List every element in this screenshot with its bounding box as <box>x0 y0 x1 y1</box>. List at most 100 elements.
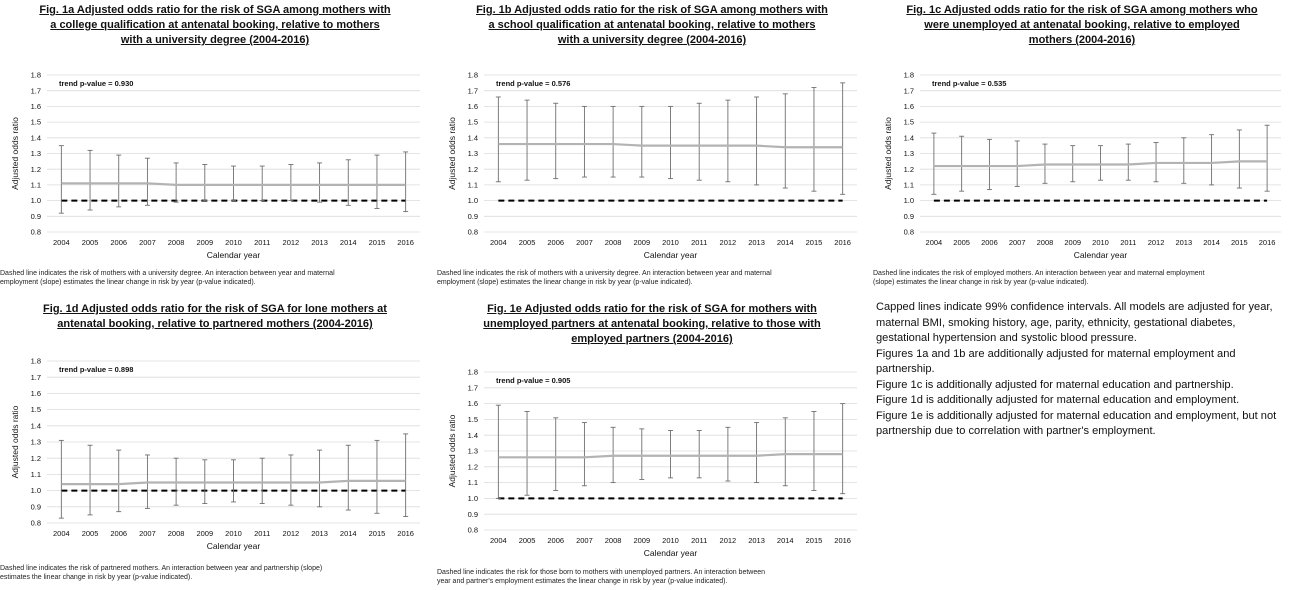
y-axis-label: Adjusted odds ratio <box>10 405 20 478</box>
figure-1c-footnote-line: Dashed line indicates the risk of employ… <box>873 270 1205 277</box>
trend-pvalue-annotation: trend p-value = 0.898 <box>59 365 133 374</box>
y-tick-label: 1.8 <box>904 71 914 80</box>
x-tick-label: 2014 <box>340 238 357 247</box>
x-tick-label: 2013 <box>311 238 328 247</box>
figure-1e-footnote-line: year and partner's employment estimates … <box>437 578 728 585</box>
figure-1a-footnote-line: employment (slope) estimates the linear … <box>0 279 256 286</box>
x-tick-label: 2012 <box>283 238 300 247</box>
x-tick-label: 2013 <box>311 529 328 538</box>
figure-1a-footnote-line: Dashed line indicates the risk of mother… <box>0 270 335 277</box>
figure-1b-title: Fig. 1b Adjusted odds ratio for the risk… <box>437 3 867 48</box>
x-tick-label: 2010 <box>225 529 242 538</box>
x-axis-label: Calendar year <box>644 250 698 260</box>
general-note-line: Capped lines indicate 99% confidence int… <box>876 301 1273 313</box>
x-tick-label: 2007 <box>139 238 156 247</box>
x-tick-label: 2009 <box>1064 238 1081 247</box>
x-tick-label: 2014 <box>777 536 794 545</box>
y-tick-label: 1.1 <box>468 478 478 487</box>
x-tick-label: 2007 <box>139 529 156 538</box>
x-tick-label: 2016 <box>834 536 851 545</box>
general-note-line: partnership. <box>876 363 935 375</box>
y-tick-label: 0.8 <box>904 228 914 237</box>
y-tick-label: 1.6 <box>468 399 478 408</box>
figure-1b-title-line: Fig. 1b Adjusted odds ratio for the risk… <box>476 4 828 16</box>
figure-1d-panel: Fig. 1d Adjusted odds ratio for the risk… <box>0 302 430 590</box>
general-note-line: maternal BMI, smoking history, age, pari… <box>876 316 1236 329</box>
y-tick-label: 1.1 <box>31 181 41 190</box>
figure-1d-footnote: Dashed line indicates the risk of partne… <box>0 564 430 582</box>
general-note-line: Figure 1d is additionally adjusted for m… <box>876 394 1240 406</box>
y-tick-label: 1.3 <box>468 149 478 158</box>
figure-1b-chart: 0.8 0.9 1.0 1.1 1.2 1.3 1.4 1.5 1.6 1.7 1.8 2004 200… <box>447 71 857 260</box>
x-tick-label: 2013 <box>1175 238 1192 247</box>
x-tick-label: 2016 <box>397 529 414 538</box>
general-note-line: Figure 1c is additionally adjusted for m… <box>876 378 1234 391</box>
figure-1e-footnote-line: Dashed line indicates the risk for those… <box>437 569 766 576</box>
general-note-line: gestational hypertension and systolic bl… <box>876 332 1137 344</box>
y-tick-label: 1.7 <box>31 373 41 382</box>
x-tick-label: 2009 <box>196 529 213 538</box>
y-tick-label: 1.6 <box>468 102 478 111</box>
figure-1c-title-line: Fig. 1c Adjusted odds ratio for the risk… <box>906 4 1258 16</box>
y-tick-label: 0.8 <box>468 228 478 237</box>
y-tick-label: 1.2 <box>468 462 478 471</box>
y-tick-label: 0.9 <box>468 510 478 519</box>
estimate-line <box>61 479 406 486</box>
x-tick-label: 2006 <box>981 238 998 247</box>
x-tick-label: 2016 <box>834 238 851 247</box>
y-tick-label: 1.8 <box>468 71 478 80</box>
x-tick-label: 2009 <box>633 238 650 247</box>
figure-1b-title-line: with a university degree (2004-2016) <box>557 34 747 46</box>
figure-1a-title-line: with a university degree (2004-2016) <box>120 34 310 46</box>
figure-1e-title: Fig. 1e Adjusted odds ratio for the risk… <box>437 302 867 347</box>
x-tick-label: 2011 <box>254 529 270 538</box>
x-tick-label: 2008 <box>168 238 185 247</box>
x-tick-label: 2015 <box>806 238 823 247</box>
x-tick-label: 2005 <box>953 238 970 247</box>
general-notes: Capped lines indicate 99% confidence int… <box>876 300 1288 440</box>
x-tick-label: 2005 <box>519 238 536 247</box>
x-tick-label: 2005 <box>82 238 99 247</box>
x-tick-label: 2006 <box>547 238 564 247</box>
y-tick-label: 1.4 <box>904 133 914 142</box>
x-tick-label: 2011 <box>691 238 707 247</box>
x-tick-label: 2015 <box>369 529 386 538</box>
y-tick-label: 1.1 <box>904 181 914 190</box>
x-tick-label: 2011 <box>254 238 270 247</box>
y-tick-label: 1.6 <box>904 102 914 111</box>
x-tick-label: 2013 <box>748 238 765 247</box>
x-tick-label: 2004 <box>926 238 943 247</box>
general-note-line: Figure 1e is additionally adjusted for m… <box>876 409 1277 422</box>
y-tick-label: 1.0 <box>31 486 41 495</box>
y-axis-label: Adjusted odds ratio <box>447 414 457 487</box>
figure-1d-footnote-line: Dashed line indicates the risk of partne… <box>0 565 323 572</box>
figure-1b-footnote: Dashed line indicates the risk of mother… <box>437 269 867 287</box>
x-tick-label: 2015 <box>1231 238 1248 247</box>
x-tick-label: 2009 <box>633 536 650 545</box>
y-axis-label: Adjusted odds ratio <box>10 117 20 190</box>
figure-1c-chart: 0.8 0.9 1.0 1.1 1.2 1.3 1.4 1.5 1.6 1.7 1.8 2004 200… <box>883 71 1281 260</box>
figure-1c-footnote: Dashed line indicates the risk of employ… <box>873 269 1291 287</box>
x-tick-label: 2006 <box>547 536 564 545</box>
x-tick-label: 2007 <box>1009 238 1026 247</box>
x-tick-label: 2010 <box>1092 238 1109 247</box>
figure-1b-title-line: a school qualification at antenatal book… <box>488 19 816 31</box>
figure-1a-panel: Fig. 1a Adjusted odds ratio for the risk… <box>0 3 430 293</box>
y-tick-label: 1.0 <box>468 196 478 205</box>
y-tick-label: 1.0 <box>31 196 41 205</box>
y-tick-label: 1.5 <box>904 118 914 127</box>
figure-1a-chart: 0.8 0.9 1.0 1.1 1.2 1.3 1.4 1.5 1.6 1.7 1.8 2004 200… <box>10 71 420 260</box>
figure-1a-title: Fig. 1a Adjusted odds ratio for the risk… <box>0 3 430 48</box>
x-tick-label: 2012 <box>283 529 300 538</box>
figure-1d-chart: 0.8 0.9 1.0 1.1 1.2 1.3 1.4 1.5 1.6 1.7 1.8 2004 200… <box>10 357 420 551</box>
x-tick-label: 2010 <box>662 238 679 247</box>
figure-1a-title-line: a college qualification at antenatal boo… <box>50 19 380 31</box>
x-tick-label: 2009 <box>196 238 213 247</box>
x-tick-label: 2014 <box>777 238 794 247</box>
figure-1c-title-line: mothers (2004-2016) <box>1028 34 1136 46</box>
y-tick-label: 0.8 <box>468 526 478 535</box>
y-tick-label: 1.7 <box>904 86 914 95</box>
figure-1d-title: Fig. 1d Adjusted odds ratio for the risk… <box>0 302 430 332</box>
estimate-line <box>498 453 843 459</box>
x-tick-label: 2008 <box>1037 238 1054 247</box>
